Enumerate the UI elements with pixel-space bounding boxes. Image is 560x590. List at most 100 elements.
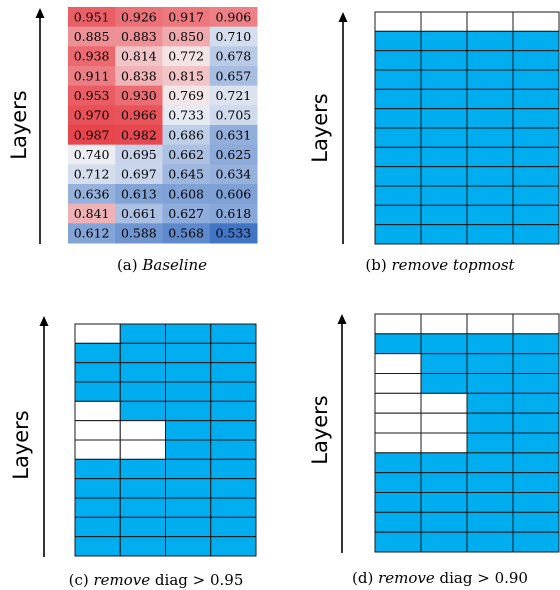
heatmap-cell <box>68 164 116 185</box>
kept-cell <box>374 452 422 474</box>
kept-cell <box>466 472 514 493</box>
removed-cell <box>374 313 422 335</box>
kept-cell <box>512 373 560 394</box>
cell-value: 0.733 <box>168 108 204 123</box>
cell-value: 0.838 <box>121 68 157 83</box>
heatmap-cell <box>209 66 258 87</box>
axis-label-layers: Layers <box>9 410 33 480</box>
cell-value: 0.815 <box>168 68 204 83</box>
cell-value: 0.608 <box>168 186 204 201</box>
heatmap-cell <box>162 144 211 165</box>
panel-d: Layers (d) remove diag > 0.90 <box>308 313 560 587</box>
kept-cell <box>374 531 422 553</box>
cell-value: 0.710 <box>215 29 251 44</box>
kept-cell <box>512 392 560 414</box>
cell-value: 0.953 <box>74 88 110 103</box>
panel-b: Layers (b) remove topmost <box>308 11 560 274</box>
removed-cell <box>420 11 468 32</box>
heatmap-cell <box>162 164 211 185</box>
kept-cell <box>374 492 422 513</box>
cell-value: 0.850 <box>168 29 204 44</box>
heatmap-cell <box>209 144 258 165</box>
kept-cell <box>466 392 514 414</box>
cell-value: 0.769 <box>168 88 204 103</box>
kept-cell <box>466 224 514 245</box>
kept-cell <box>74 381 121 402</box>
kept-cell <box>466 69 514 90</box>
kept-cell <box>466 166 514 187</box>
heatmap-cell <box>209 26 258 47</box>
kept-cell <box>374 224 422 245</box>
heatmap-cell <box>209 125 258 146</box>
cell-value: 0.686 <box>168 127 204 142</box>
kept-cell <box>466 50 514 71</box>
heatmap-cell <box>209 223 258 244</box>
layers-arrow-head <box>337 314 347 324</box>
heatmap-cell <box>209 105 258 126</box>
kept-cell <box>420 531 468 553</box>
cell-value: 0.697 <box>121 167 157 182</box>
cell-value: 0.970 <box>74 108 110 123</box>
kept-cell <box>420 166 468 187</box>
kept-cell <box>512 511 560 533</box>
heatmap-cell <box>68 144 116 165</box>
kept-cell <box>420 88 468 110</box>
cell-value: 0.606 <box>215 186 251 201</box>
heatmap-cell <box>209 184 258 205</box>
layers-arrow-head <box>39 316 49 326</box>
cell-value: 0.917 <box>168 9 204 24</box>
removed-cell <box>420 412 468 434</box>
heatmap-cell <box>68 85 116 106</box>
kept-cell <box>512 127 560 148</box>
kept-cell <box>210 478 257 499</box>
caption-italic: remove <box>94 571 151 589</box>
kept-cell <box>512 30 560 52</box>
heatmap-cell <box>162 26 211 47</box>
kept-cell <box>374 166 422 187</box>
kept-cell <box>512 166 560 187</box>
kept-cell <box>420 69 468 90</box>
kept-cell <box>374 127 422 148</box>
kept-cell <box>512 472 560 493</box>
kept-cell <box>74 342 121 364</box>
heatmap-cell <box>115 125 163 146</box>
removed-cell <box>74 439 121 460</box>
kept-cell <box>466 452 514 474</box>
heatmap-cell <box>115 184 163 205</box>
heatmap-cell <box>115 46 163 67</box>
kept-cell <box>210 420 257 441</box>
kept-cell <box>466 492 514 513</box>
cell-value: 0.645 <box>168 167 204 182</box>
kept-cell <box>466 88 514 110</box>
removed-cell <box>420 313 468 335</box>
panel-caption: (a) Baseline <box>117 256 207 274</box>
caption-suffix: diag > 0.90 <box>435 569 528 587</box>
removed-cell <box>74 323 121 344</box>
kept-cell <box>420 146 468 168</box>
kept-cell <box>374 185 422 206</box>
kept-cell <box>420 472 468 493</box>
heatmap-cell <box>115 26 163 47</box>
kept-cell <box>512 333 560 355</box>
heatmap-cell <box>115 203 163 224</box>
kept-cell <box>374 50 422 71</box>
heatmap-cell <box>115 7 163 28</box>
layers-arrow-head <box>338 12 348 22</box>
kept-cell <box>374 30 422 52</box>
cell-value: 0.772 <box>168 49 204 64</box>
heatmap-cell <box>68 66 116 87</box>
caption-prefix: (d) <box>352 569 378 587</box>
kept-cell <box>119 400 166 422</box>
heatmap-cell <box>162 85 211 106</box>
kept-cell <box>374 146 422 168</box>
cell-value: 0.885 <box>74 29 110 44</box>
kept-cell <box>210 323 257 344</box>
kept-cell <box>74 516 121 538</box>
caption-prefix: (c) <box>69 571 94 589</box>
kept-cell <box>165 323 212 344</box>
cell-value: 0.618 <box>215 206 251 221</box>
panel-c: Layers (c) remove diag > 0.95 <box>9 316 257 589</box>
kept-cell <box>466 373 514 394</box>
caption-prefix: (a) <box>117 256 142 274</box>
kept-cell <box>165 400 212 422</box>
